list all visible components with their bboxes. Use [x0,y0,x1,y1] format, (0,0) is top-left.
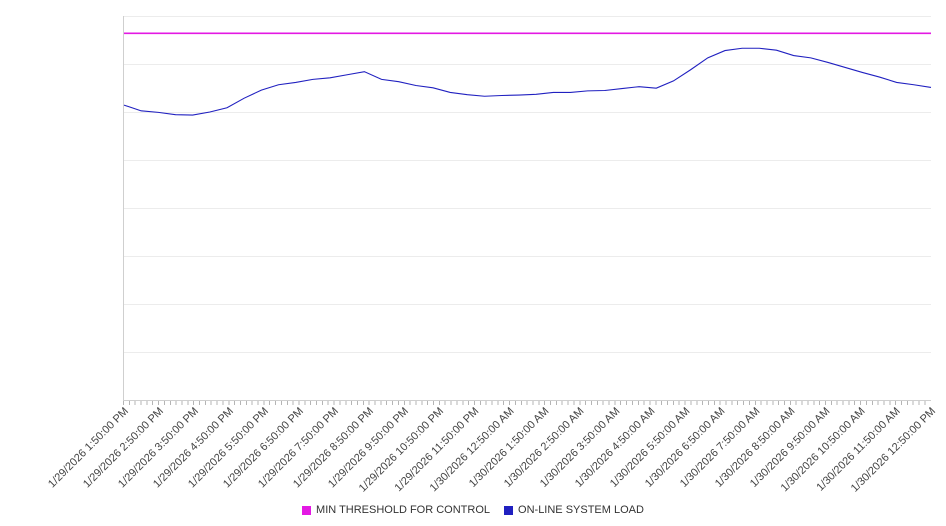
x-axis-label: 1/29/2026 5:50:00 PM [186,405,272,491]
legend-swatch-threshold-icon [302,505,312,515]
x-axis-label: 1/30/2026 9:50:00 AM [747,405,833,490]
legend-item-threshold[interactable]: MIN THRESHOLD FOR CONTROL [302,504,490,516]
x-axis-label: 1/29/2026 7:50:00 PM [256,405,342,491]
x-axis-label: 1/30/2026 2:50:00 AM [502,405,587,490]
x-axis-label: 1/30/2026 11:50:00 AM [814,405,903,494]
legend: MIN THRESHOLD FOR CONTROL ON-LINE SYSTEM… [0,502,946,518]
x-axis-label: 1/29/2026 9:50:00 PM [326,405,412,491]
x-axis-label: 1/30/2026 10:50:00 AM [778,405,868,495]
x-axis-label: 1/30/2026 8:50:00 AM [712,405,798,490]
legend-item-load[interactable]: ON-LINE SYSTEM LOAD [504,504,644,516]
x-axis-label: 1/29/2026 8:50:00 PM [291,405,377,491]
x-axis-label: 1/29/2026 4:50:00 PM [151,405,237,491]
x-axis-label: 1/30/2026 5:50:00 AM [607,405,693,490]
plot-svg [124,16,931,400]
x-axis-label: 1/29/2026 1:50:00 PM [45,405,131,491]
x-axis-label: 1/29/2026 11:50:00 PM [392,405,482,495]
x-axis-label: 1/30/2026 6:50:00 AM [642,405,728,490]
x-axis-label: 1/29/2026 2:50:00 PM [80,405,166,491]
x-axis-label: 1/30/2026 4:50:00 AM [572,405,658,490]
legend-label-threshold: MIN THRESHOLD FOR CONTROL [316,504,491,516]
x-axis-minor-ticks [123,401,930,405]
legend-label-load: ON-LINE SYSTEM LOAD [518,504,644,516]
x-axis-label: 1/30/2026 12:50:00 AM [427,405,517,495]
x-axis-label: 1/29/2026 3:50:00 PM [115,405,201,491]
x-axis-label: 1/30/2026 7:50:00 AM [677,405,763,490]
x-axis-label: 1/29/2026 6:50:00 PM [221,405,307,491]
legend-swatch-load-icon [504,505,514,515]
x-axis-label: 1/30/2026 12:50:00 PM [848,405,938,495]
series-line-1 [124,48,931,115]
x-axis-label: 1/29/2026 10:50:00 PM [357,405,447,495]
x-axis-label: 1/30/2026 1:50:00 AM [467,405,552,490]
x-axis-label: 1/30/2026 3:50:00 AM [537,405,622,490]
plot-area [123,16,931,401]
